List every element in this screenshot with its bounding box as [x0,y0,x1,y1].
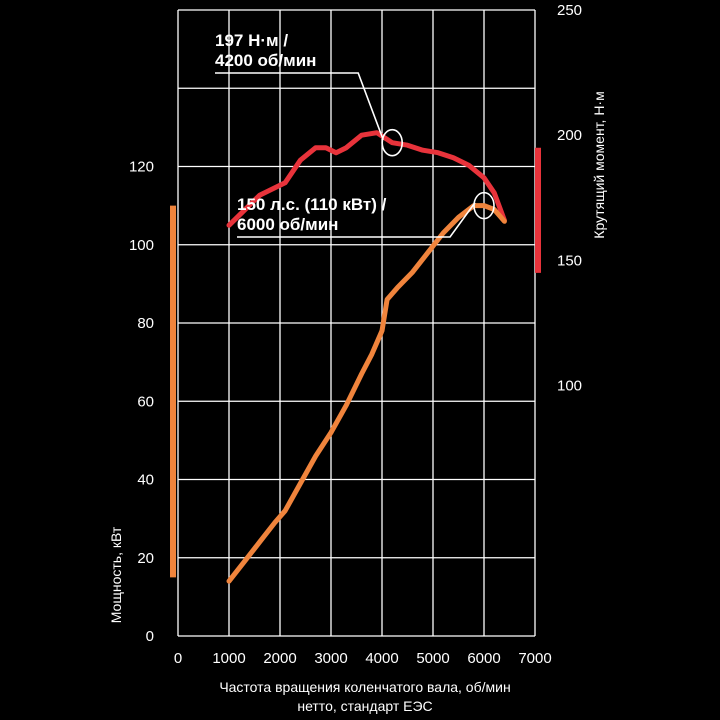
x-tick-label: 7000 [518,650,551,667]
x-tick-label: 6000 [467,650,500,667]
y-left-tick-label: 60 [137,393,154,410]
x-axis-title-line1: Частота вращения коленчатого вала, об/ми… [219,679,510,695]
y-left-tick-label: 40 [137,472,154,489]
y-left-tick-label: 120 [129,159,154,176]
y-left-tick-label: 0 [146,628,154,645]
scale-bars [170,147,541,578]
y-right-tick-label: 200 [557,127,582,144]
power-curve [226,203,507,584]
y-left-tick-label: 20 [137,550,154,567]
y-left-tick-label: 100 [129,237,154,254]
x-tick-label: 4000 [365,650,398,667]
y-right-axis-title: Крутящий момент, Н·м [591,91,607,238]
y-right-tick-label: 250 [557,2,582,19]
x-tick-label: 5000 [416,650,449,667]
y-right-tick-label: 150 [557,252,582,269]
torque-peak-leader-line [215,72,384,140]
torque-peak-label-line2: 4200 об/мин [215,51,316,70]
series-lines [226,130,507,584]
y-left-axis-title: Мощность, кВт [108,526,124,623]
torque-peak-label-line1: 197 Н·м / [215,31,288,50]
x-tick-label: 2000 [263,650,296,667]
tick-labels: 0 1000 2000 3000 4000 5000 6000 7000 0 20 40 60 80 10… [129,2,582,667]
x-axis-title-line2: нетто, стандарт ЕЭС [297,698,432,714]
torque-peak-marker [381,128,404,157]
power-peak-label-line2: 6000 об/мин [237,215,338,234]
y-left-tick-label: 80 [137,315,154,332]
torque-curve [226,130,507,228]
annotations: 197 Н·м / 4200 об/мин 150 л.с. (110 кВт)… [215,31,495,238]
power-peak-marker [473,191,495,220]
x-tick-label: 3000 [314,650,347,667]
power-peak-leader-line [237,202,476,238]
x-tick-label: 0 [174,650,182,667]
grid [177,9,536,637]
x-tick-label: 1000 [212,650,245,667]
y-right-tick-label: 100 [557,378,582,395]
power-peak-label-line1: 150 л.с. (110 кВт) / [237,195,387,214]
